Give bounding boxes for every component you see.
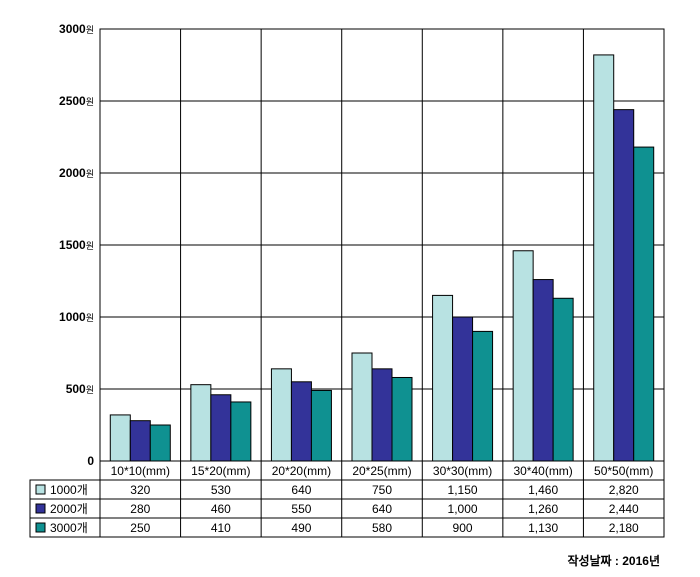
table-cell: 580 [372, 521, 392, 535]
bar [109, 414, 131, 462]
table-cell: 460 [211, 502, 231, 516]
table-cell: 550 [291, 502, 311, 516]
bar [310, 389, 332, 462]
table-cell: 640 [291, 483, 311, 497]
category-label: 50*50(mm) [594, 464, 653, 478]
category-label: 30*30(mm) [433, 464, 492, 478]
legend-swatch [35, 503, 46, 514]
footnote-date: 작성날짜 : 2016년 [567, 554, 660, 568]
y-tick-label: 3000원 [59, 22, 94, 36]
y-tick-label: 500원 [66, 382, 94, 396]
bar [149, 424, 171, 462]
bar [452, 316, 474, 462]
legend-swatch [35, 522, 46, 533]
table-cell: 1,150 [448, 483, 478, 497]
y-tick-label: 1500원 [59, 238, 94, 252]
table-cell: 900 [453, 521, 473, 535]
bar [552, 297, 574, 462]
category-label: 30*40(mm) [513, 464, 572, 478]
table-cell: 2,440 [609, 502, 639, 516]
y-tick-label: 1000원 [59, 310, 94, 324]
table-cell: 1,460 [528, 483, 558, 497]
bar [371, 368, 393, 462]
bar [190, 384, 212, 462]
table-cell: 1,000 [448, 502, 478, 516]
bar [290, 381, 312, 462]
data-table [29, 479, 665, 538]
bar [432, 294, 454, 462]
legend-label: 3000개 [50, 521, 88, 535]
bar [633, 146, 655, 462]
bar [532, 279, 554, 462]
y-tick-label: 0 [87, 454, 94, 468]
table-cell: 250 [130, 521, 150, 535]
table-cell: 410 [211, 521, 231, 535]
legend-swatch [35, 484, 46, 495]
bar [613, 109, 635, 462]
bar [210, 394, 232, 462]
table-cell: 280 [130, 502, 150, 516]
table-cell: 750 [372, 483, 392, 497]
legend-label: 2000개 [50, 502, 88, 516]
bar [270, 368, 292, 462]
table-cell: 2,180 [609, 521, 639, 535]
bar [230, 401, 252, 462]
table-cell: 490 [291, 521, 311, 535]
bar [593, 54, 615, 462]
category-label: 20*20(mm) [272, 464, 331, 478]
category-label: 20*25(mm) [352, 464, 411, 478]
category-label: 10*10(mm) [111, 464, 170, 478]
table-cell: 2,820 [609, 483, 639, 497]
bar [472, 330, 494, 462]
bar [351, 352, 373, 462]
table-cell: 1,130 [528, 521, 558, 535]
y-tick-label: 2000원 [59, 166, 94, 180]
table-cell: 530 [211, 483, 231, 497]
y-tick-label: 2500원 [59, 94, 94, 108]
bar [512, 250, 534, 462]
legend-label: 1000개 [50, 483, 88, 497]
category-label: 15*20(mm) [191, 464, 250, 478]
bar [129, 420, 151, 462]
bar [391, 376, 413, 462]
table-cell: 1,260 [528, 502, 558, 516]
table-cell: 640 [372, 502, 392, 516]
table-cell: 320 [130, 483, 150, 497]
